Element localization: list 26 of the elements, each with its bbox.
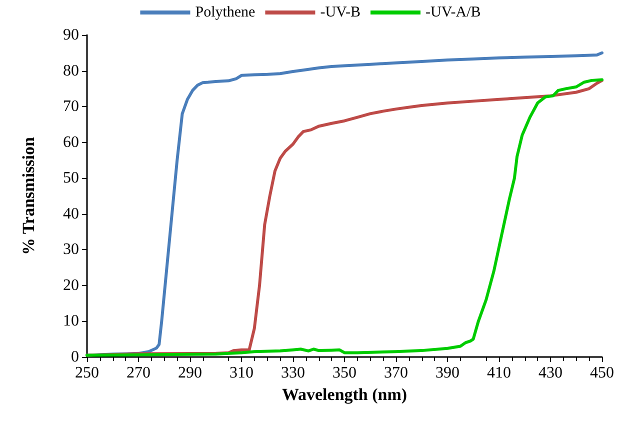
x-tick-label: 250	[75, 364, 99, 382]
x-tick-label: 270	[126, 364, 150, 382]
x-tick-label: 430	[538, 364, 562, 382]
x-tick-label: 310	[230, 364, 254, 382]
legend-label: -UV-A/B	[425, 4, 481, 20]
x-tick-label: 450	[590, 364, 614, 382]
y-axis-title: % Transmission	[19, 136, 38, 255]
y-tick-label: 80	[63, 62, 79, 80]
legend-label: -UV-B	[320, 4, 361, 20]
x-tick-label: 370	[384, 364, 408, 382]
y-tick-label: 90	[63, 26, 79, 44]
y-tick-label: 10	[63, 312, 79, 330]
y-tick-label: 30	[63, 241, 79, 258]
legend-label: Polythene	[195, 4, 256, 20]
x-axis-title: Wavelength (nm)	[282, 384, 408, 404]
y-tick-label: 40	[63, 205, 79, 222]
y-tick-label: 20	[63, 276, 79, 294]
y-tick-label: 50	[63, 170, 79, 187]
x-tick-label: 390	[436, 364, 460, 382]
y-tick-label: 0	[71, 348, 79, 366]
y-tick-label: 70	[63, 98, 79, 116]
x-tick-label: 410	[487, 364, 511, 382]
x-tick-label: 290	[178, 364, 202, 382]
y-tick-label: 60	[63, 134, 79, 151]
x-tick-label: 330	[281, 364, 305, 382]
x-tick-label: 350	[332, 364, 356, 382]
